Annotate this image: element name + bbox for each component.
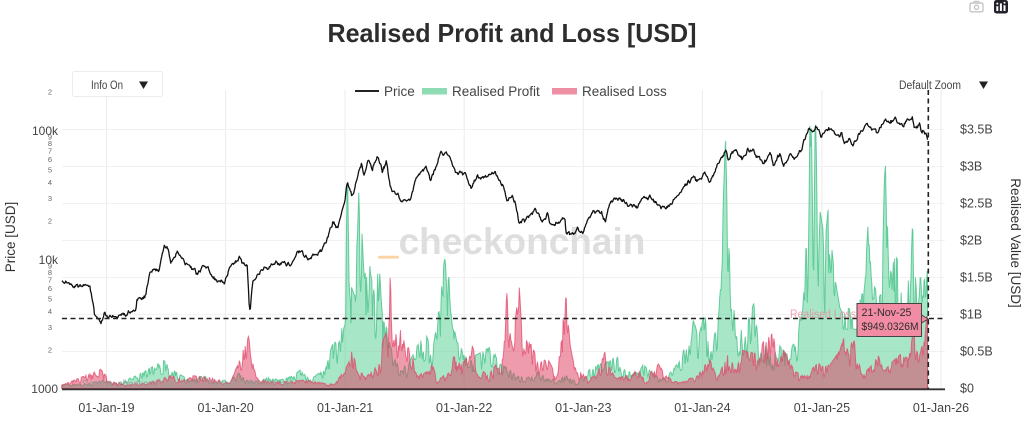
svg-text:$949.0326M: $949.0326M <box>862 321 919 333</box>
svg-text:Info On: Info On <box>91 80 123 92</box>
svg-text:3: 3 <box>48 323 52 332</box>
svg-text:7: 7 <box>48 276 52 285</box>
svg-text:01-Jan-23: 01-Jan-23 <box>555 401 611 415</box>
svg-text:6: 6 <box>48 284 52 293</box>
svg-text:$0.5B: $0.5B <box>960 345 993 359</box>
svg-text:01-Jan-25: 01-Jan-25 <box>794 401 850 415</box>
svg-text:Realised Loss: Realised Loss <box>790 309 856 321</box>
svg-text:Realised Profit: Realised Profit <box>452 84 540 99</box>
svg-text:6: 6 <box>48 155 52 164</box>
svg-text:Realised Loss: Realised Loss <box>582 84 667 99</box>
svg-text:Default Zoom: Default Zoom <box>899 80 961 92</box>
svg-text:Price: Price <box>384 84 415 99</box>
svg-text:01-Jan-24: 01-Jan-24 <box>674 401 730 415</box>
svg-text:8: 8 <box>48 139 52 148</box>
svg-text:21-Nov-25: 21-Nov-25 <box>862 307 912 319</box>
svg-text:Price [USD]: Price [USD] <box>3 202 18 273</box>
svg-text:$1.5B: $1.5B <box>960 271 993 285</box>
svg-text:$2B: $2B <box>960 234 982 248</box>
svg-text:01-Jan-19: 01-Jan-19 <box>78 401 134 415</box>
svg-text:9: 9 <box>48 132 52 141</box>
svg-text:01-Jan-22: 01-Jan-22 <box>436 401 492 415</box>
svg-text:10k: 10k <box>39 253 59 267</box>
svg-text:Realised Value [USD]: Realised Value [USD] <box>1008 178 1023 308</box>
svg-text:01-Jan-21: 01-Jan-21 <box>317 401 373 415</box>
svg-text:$2.5B: $2.5B <box>960 197 993 211</box>
svg-text:$1B: $1B <box>960 308 982 322</box>
svg-text:5: 5 <box>48 165 52 174</box>
svg-text:9: 9 <box>48 261 52 270</box>
svg-text:$3.5B: $3.5B <box>960 123 993 137</box>
svg-text:1000: 1000 <box>31 382 58 396</box>
svg-text:Source: checkonchain.com - Res: Source: checkonchain.com - ResearchBitco… <box>82 379 293 391</box>
svg-text:8: 8 <box>48 268 52 277</box>
svg-text:3: 3 <box>48 194 52 203</box>
svg-text:checkonchain: checkonchain <box>399 221 646 262</box>
svg-text:2: 2 <box>48 346 52 355</box>
svg-text:2: 2 <box>48 88 52 97</box>
svg-text:$3B: $3B <box>960 160 982 174</box>
svg-text:01-Jan-26: 01-Jan-26 <box>913 401 969 415</box>
svg-text:7: 7 <box>48 147 52 156</box>
svg-text:Realised Profit and Loss [USD]: Realised Profit and Loss [USD] <box>328 18 697 48</box>
svg-text:4: 4 <box>48 178 52 187</box>
svg-text:$0: $0 <box>960 382 974 396</box>
svg-text:2: 2 <box>48 217 52 226</box>
svg-text:5: 5 <box>48 294 52 303</box>
svg-text:01-Jan-20: 01-Jan-20 <box>197 401 253 415</box>
svg-text:4: 4 <box>48 307 52 316</box>
svg-text:100k: 100k <box>32 124 59 138</box>
